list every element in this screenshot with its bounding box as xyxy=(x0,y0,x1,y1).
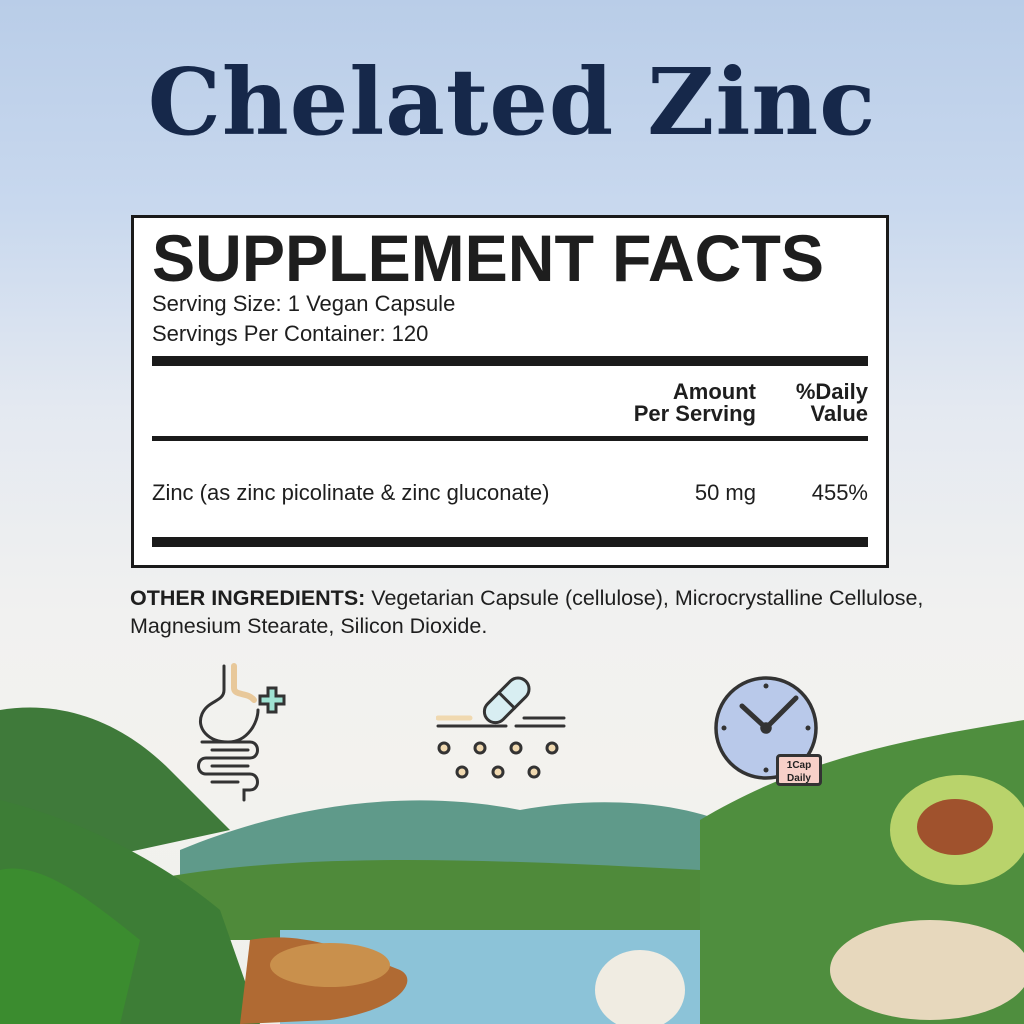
other-ingredients-label: OTHER INGREDIENTS: xyxy=(130,586,366,610)
amount-header-line2: Per Serving xyxy=(633,401,756,426)
nutrient-amount: 50 mg xyxy=(694,480,756,505)
servings-per-container: Servings Per Container: 120 xyxy=(152,321,429,346)
daily-value-header: %Daily Value xyxy=(796,381,868,425)
divider-thick xyxy=(152,356,868,366)
clock-icon: 1Cap Daily xyxy=(712,672,832,792)
dv-header-line2: Value xyxy=(810,401,868,426)
divider-bottom xyxy=(152,537,868,547)
badge-line1: 1Cap xyxy=(786,760,812,771)
capsule-absorption-icon xyxy=(436,676,566,779)
nutrient-dv: 455% xyxy=(811,480,868,505)
amount-header-line1: Amount xyxy=(672,379,756,404)
other-ingredients: OTHER INGREDIENTS: Vegetarian Capsule (c… xyxy=(130,584,930,640)
supplement-facts-panel: SUPPLEMENT FACTS Serving Size: 1 Vegan C… xyxy=(131,215,889,568)
serving-size: Serving Size: 1 Vegan Capsule xyxy=(152,291,456,316)
product-title: Chelated Zinc xyxy=(147,48,877,156)
dv-header-line1: %Daily xyxy=(795,379,868,404)
digestive-health-icon xyxy=(197,663,286,802)
other-ingredients-text: Vegetarian Capsule (cellulose), Microcry… xyxy=(130,586,924,638)
nutrient-name: Zinc (as zinc picolinate & zinc gluconat… xyxy=(152,480,550,505)
badge-line2: Daily xyxy=(787,773,811,784)
landscape-illustration xyxy=(0,707,1024,1024)
divider-thin xyxy=(152,436,868,441)
daily-dose-badge: 1Cap Daily xyxy=(776,754,822,786)
facts-heading: SUPPLEMENT FACTS xyxy=(152,221,825,295)
amount-header: Amount Per Serving xyxy=(634,381,756,425)
